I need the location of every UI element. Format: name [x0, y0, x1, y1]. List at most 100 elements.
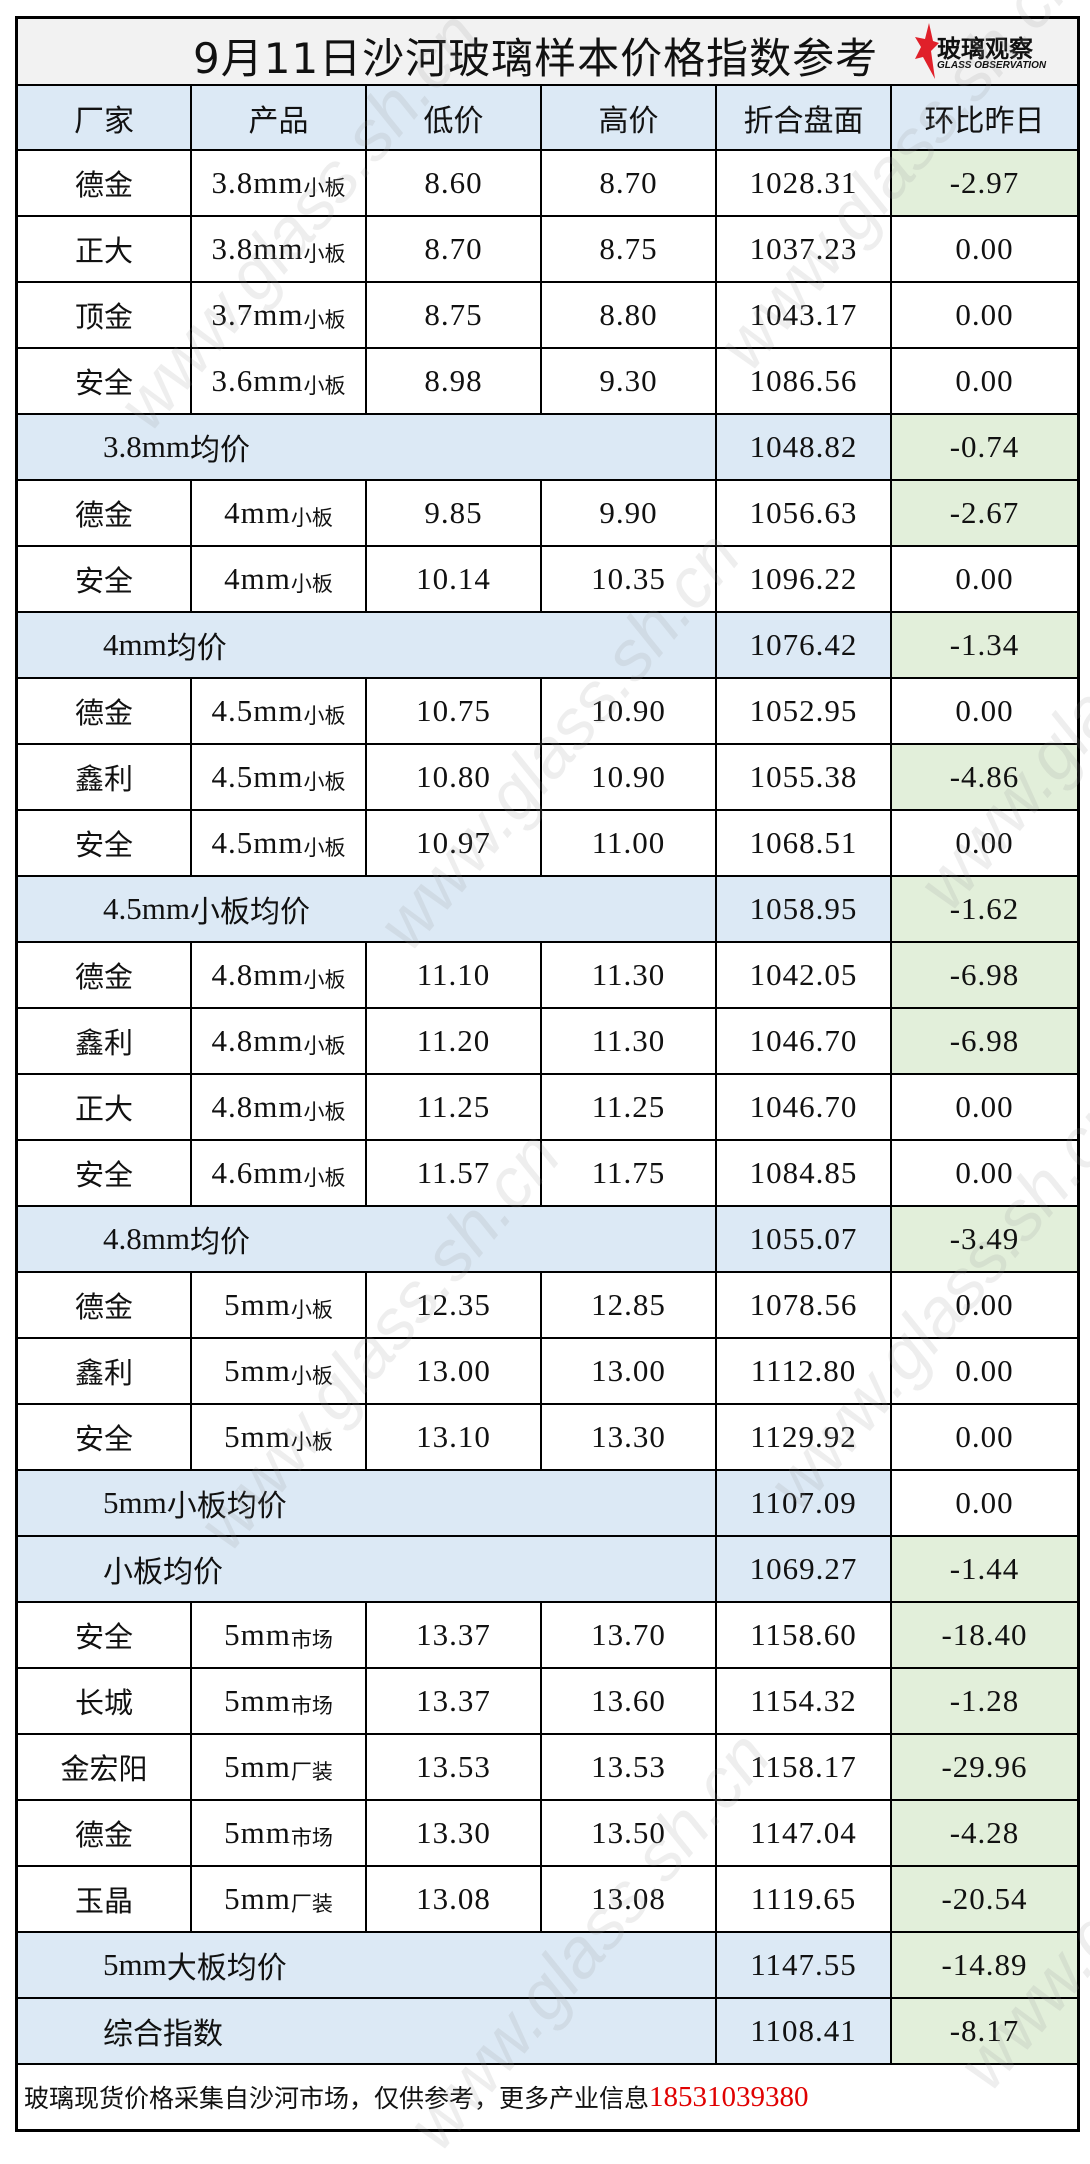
high-price-cell: 8.80: [542, 283, 717, 347]
low-price-cell: 10.14: [367, 547, 542, 611]
index-cell: 1048.82: [717, 415, 892, 479]
average-row: 5mm 大板均价 1147.55 -14.89: [18, 1933, 1077, 1999]
change-cell: 0.00: [955, 363, 1014, 398]
index-cell: 1037.23: [717, 217, 892, 281]
product-kind: 小板: [290, 1430, 333, 1454]
index-cell: 1147.55: [717, 1933, 892, 1997]
average-row: 4mm 均价 1076.42 -1.34: [18, 613, 1077, 679]
product-cell: 5mm 厂装: [192, 1867, 367, 1931]
index-cell: 1052.95: [717, 679, 892, 743]
header-maker: 厂家: [18, 86, 192, 149]
average-spec: 4.8mm: [103, 1221, 190, 1256]
high-price-cell: 10.90: [542, 745, 717, 809]
header-index: 折合盘面: [717, 86, 892, 149]
index-cell: 1046.70: [717, 1075, 892, 1139]
average-label-text: 小板均价: [103, 1555, 223, 1590]
average-row: 小板均价 1069.27 -1.44: [18, 1537, 1077, 1603]
low-price-cell: 8.98: [367, 349, 542, 413]
change-cell: -1.44: [892, 1537, 1077, 1601]
change-cell: -2.97: [892, 151, 1077, 215]
product-cell: 4.8mm 小板: [192, 1009, 367, 1073]
maker-cell: 德金: [18, 679, 192, 743]
product-spec: 5mm: [224, 1353, 291, 1388]
header-high: 高价: [542, 86, 717, 149]
index-cell: 1028.31: [717, 151, 892, 215]
product-kind: 小板: [303, 176, 346, 200]
change-cell: -6.98: [892, 943, 1077, 1007]
page-title: 9月11日沙河玻璃样本价格指数参考: [193, 34, 879, 83]
index-cell: 1112.80: [717, 1339, 892, 1403]
product-cell: 5mm 小板: [192, 1405, 367, 1469]
index-cell: 1158.60: [717, 1603, 892, 1667]
product-spec: 5mm: [224, 1287, 291, 1322]
average-label: 4mm 均价: [18, 613, 717, 677]
title-row: 9月11日沙河玻璃样本价格指数参考 玻璃观察 GLASS OBSERVATION: [18, 19, 1077, 86]
product-cell: 4.8mm 小板: [192, 1075, 367, 1139]
high-price-cell: 13.00: [542, 1339, 717, 1403]
low-price-cell: 13.53: [367, 1735, 542, 1799]
index-cell: 1076.42: [717, 613, 892, 677]
index-cell: 1086.56: [717, 349, 892, 413]
low-price-cell: 10.80: [367, 745, 542, 809]
change-cell: -0.74: [892, 415, 1077, 479]
product-spec: 4mm: [224, 495, 291, 530]
index-cell: 1154.32: [717, 1669, 892, 1733]
table-row: 安全 5mm 小板 13.10 13.30 1129.92 0.00: [18, 1405, 1077, 1471]
header-row: 厂家 产品 低价 高价 折合盘面 环比昨日: [18, 86, 1077, 151]
average-row: 3.8mm 均价 1048.82 -0.74: [18, 415, 1077, 481]
product-cell: 5mm 小板: [192, 1339, 367, 1403]
low-price-cell: 13.00: [367, 1339, 542, 1403]
change-cell: 0.00: [955, 231, 1014, 266]
product-kind: 小板: [303, 308, 346, 332]
average-row: 4.5mm 小板均价 1058.95 -1.62: [18, 877, 1077, 943]
table-row: 德金 5mm 小板 12.35 12.85 1078.56 0.00: [18, 1273, 1077, 1339]
product-kind: 小板: [303, 1166, 346, 1190]
product-spec: 4.5mm: [211, 693, 304, 728]
table-row: 安全 4.6mm 小板 11.57 11.75 1084.85 0.00: [18, 1141, 1077, 1207]
high-price-cell: 8.75: [542, 217, 717, 281]
table-row: 鑫利 5mm 小板 13.00 13.00 1112.80 0.00: [18, 1339, 1077, 1405]
average-label-text: 综合指数: [103, 2017, 223, 2052]
table-row: 安全 4mm 小板 10.14 10.35 1096.22 0.00: [18, 547, 1077, 613]
table-row: 金宏阳 5mm 厂装 13.53 13.53 1158.17 -29.96: [18, 1735, 1077, 1801]
average-label: 小板均价: [18, 1537, 717, 1601]
change-cell: -1.62: [892, 877, 1077, 941]
product-spec: 5mm: [224, 1815, 291, 1850]
footer-note: 玻璃现货价格采集自沙河市场，仅供参考，更多产业信息 18531039380: [18, 2065, 1077, 2129]
high-price-cell: 9.90: [542, 481, 717, 545]
high-price-cell: 13.70: [542, 1603, 717, 1667]
low-price-cell: 8.70: [367, 217, 542, 281]
change-cell: -1.34: [892, 613, 1077, 677]
maker-cell: 鑫利: [18, 745, 192, 809]
low-price-cell: 13.37: [367, 1669, 542, 1733]
table-row: 顶金 3.7mm 小板 8.75 8.80 1043.17 0.00: [18, 283, 1077, 349]
product-kind: 小板: [303, 1100, 346, 1124]
table-row: 安全 5mm 市场 13.37 13.70 1158.60 -18.40: [18, 1603, 1077, 1669]
index-cell: 1147.04: [717, 1801, 892, 1865]
change-cell: 0.00: [955, 1419, 1014, 1454]
average-spec: 5mm: [103, 1947, 167, 1982]
logo-star-icon: [915, 23, 939, 79]
product-spec: 4.8mm: [211, 1089, 304, 1124]
product-kind: 市场: [290, 1694, 333, 1718]
index-cell: 1107.09: [717, 1471, 892, 1535]
table-row: 德金 5mm 市场 13.30 13.50 1147.04 -4.28: [18, 1801, 1077, 1867]
maker-cell: 安全: [18, 547, 192, 611]
product-spec: 3.8mm: [211, 165, 304, 200]
product-spec: 5mm: [224, 1683, 291, 1718]
low-price-cell: 8.75: [367, 283, 542, 347]
high-price-cell: 13.50: [542, 1801, 717, 1865]
product-cell: 3.8mm 小板: [192, 217, 367, 281]
change-cell: -4.28: [892, 1801, 1077, 1865]
index-cell: 1108.41: [717, 1999, 892, 2063]
low-price-cell: 11.10: [367, 943, 542, 1007]
maker-cell: 安全: [18, 349, 192, 413]
low-price-cell: 11.57: [367, 1141, 542, 1205]
table-row: 正大 4.8mm 小板 11.25 11.25 1046.70 0.00: [18, 1075, 1077, 1141]
low-price-cell: 11.25: [367, 1075, 542, 1139]
index-cell: 1129.92: [717, 1405, 892, 1469]
table-row: 鑫利 4.8mm 小板 11.20 11.30 1046.70 -6.98: [18, 1009, 1077, 1075]
high-price-cell: 13.60: [542, 1669, 717, 1733]
change-cell: -2.67: [892, 481, 1077, 545]
maker-cell: 玉晶: [18, 1867, 192, 1931]
